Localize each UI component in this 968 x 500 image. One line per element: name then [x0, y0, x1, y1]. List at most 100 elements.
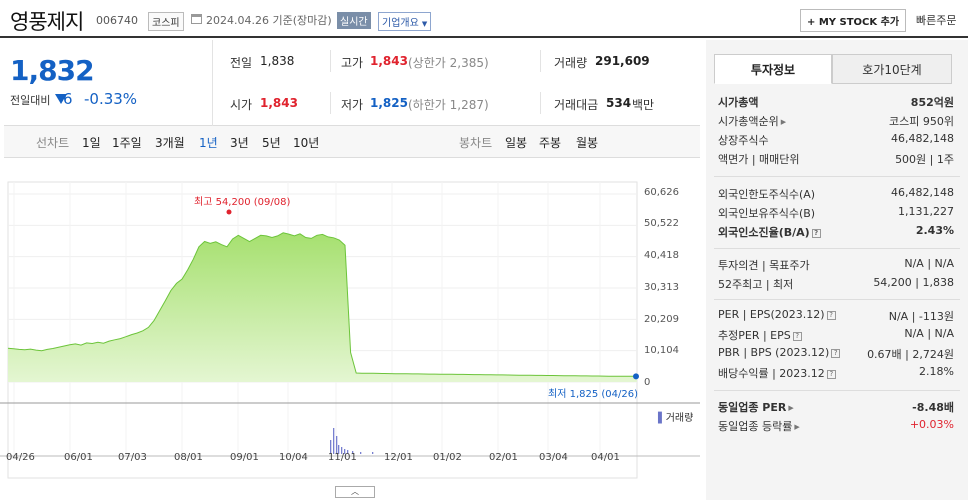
info-row: 외국인소진율(B/A)? 2.43%	[718, 224, 954, 239]
tab-1y[interactable]: 1년	[199, 136, 218, 150]
base-date: 2024.04.26 기준(장마감)	[206, 14, 332, 27]
x-tick: 02/01	[489, 452, 518, 463]
price-chart[interactable]	[0, 160, 700, 500]
x-tick: 11/01	[328, 452, 357, 463]
volume-bar	[341, 447, 343, 454]
tab-order-book[interactable]: 호가10단계	[832, 54, 952, 84]
help-icon[interactable]: ?	[826, 370, 836, 379]
high-value: 1,843	[370, 54, 408, 68]
chevron-down-icon: ▼	[421, 20, 428, 28]
tab-investment-info[interactable]: 투자정보	[714, 54, 832, 84]
candle-chart-label: 봉차트	[459, 136, 493, 150]
calendar-icon	[191, 14, 202, 24]
current-price: 1,832	[10, 54, 95, 87]
y-tick: 0	[644, 377, 651, 388]
x-tick: 06/01	[64, 452, 93, 463]
high-marker	[226, 209, 232, 215]
divider	[212, 40, 213, 126]
price-summary: 1,832 전일대비 6 -0.33% 전일 1,838 고가 1,843 (상…	[4, 40, 700, 126]
tab-3m[interactable]: 3개월	[155, 136, 185, 150]
volume-bar	[330, 440, 332, 454]
caret-right-icon: ▶	[780, 118, 787, 126]
caret-right-icon: ▶	[794, 423, 800, 431]
line-chart-label: 선차트	[36, 136, 70, 150]
tab-daily[interactable]: 일봉	[505, 136, 528, 150]
info-row: 배당수익률 | 2023.12? 2.18%	[718, 365, 954, 380]
trade-amount-unit: 백만	[632, 98, 655, 112]
x-tick: 03/04	[539, 452, 568, 463]
tab-1w[interactable]: 1주일	[112, 136, 142, 150]
x-tick: 07/03	[118, 452, 147, 463]
tab-10y[interactable]: 10년	[293, 136, 320, 150]
y-tick: 30,313	[644, 282, 679, 293]
section-divider	[714, 176, 960, 177]
tab-monthly[interactable]: 월봉	[576, 136, 599, 150]
low-marker	[633, 373, 639, 380]
company-name: 영풍제지	[10, 10, 84, 34]
y-tick: 20,209	[644, 314, 679, 325]
stock-header: 영풍제지 006740 코스피 2024.04.26 기준(장마감) 실시간 기…	[0, 0, 968, 38]
company-overview-dropdown[interactable]: 기업개요 ▼	[378, 12, 432, 31]
divider	[330, 92, 331, 114]
high-label: 고가	[341, 56, 364, 70]
help-icon[interactable]: ?	[826, 311, 836, 320]
low-value: 1,825	[370, 96, 408, 110]
volume-bar	[333, 428, 335, 454]
volume-bar	[360, 452, 362, 454]
volume-bar	[372, 452, 374, 454]
x-tick: 12/01	[384, 452, 413, 463]
volume-bar	[352, 451, 354, 454]
info-row[interactable]: 동일업종 PER ▶ -8.48배	[718, 401, 954, 414]
tab-3y[interactable]: 3년	[230, 136, 249, 150]
quick-order-link[interactable]: 빠른주문	[916, 14, 957, 27]
change-value: 6	[63, 90, 73, 108]
upper-limit: (상한가 2,385)	[408, 56, 489, 70]
x-tick: 04/26	[6, 452, 35, 463]
info-row: 시가총액 852억원	[718, 96, 954, 109]
y-tick: 40,418	[644, 250, 679, 261]
y-tick: 60,626	[644, 187, 679, 198]
open-label: 시가	[230, 98, 253, 112]
change-label: 전일대비	[10, 94, 51, 107]
section-divider	[714, 299, 960, 300]
help-icon[interactable]: ?	[792, 332, 802, 341]
info-row: 추정PER | EPS? N/A | N/A	[718, 327, 954, 342]
x-tick: 01/02	[433, 452, 462, 463]
divider	[330, 50, 331, 72]
chart-high-annotation: 최고 54,200 (09/08)	[194, 197, 291, 208]
collapse-chart-button[interactable]: ︿	[335, 486, 375, 498]
help-icon[interactable]: ?	[811, 229, 821, 238]
info-row[interactable]: 시가총액순위 ▶ 코스피 950위	[718, 115, 954, 128]
chevron-up-icon: ︿	[351, 487, 359, 496]
price-line	[7, 232, 637, 377]
volume-bar	[338, 445, 340, 454]
x-tick: 08/01	[174, 452, 203, 463]
prev-close-value: 1,838	[260, 54, 295, 68]
section-divider	[714, 390, 960, 391]
volume-legend: ▌거래량	[658, 413, 694, 424]
realtime-button[interactable]: 실시간	[337, 12, 371, 29]
open-value: 1,843	[260, 96, 298, 110]
trade-amount-value: 534	[606, 96, 632, 110]
chart-period-tabs: 선차트 1일 1주일 3개월 1년 3년 5년 10년 봉차트 일봉 주봉 월봉	[4, 126, 700, 158]
down-arrow-icon	[55, 94, 67, 104]
volume-value: 291,609	[595, 54, 650, 68]
y-tick: 50,522	[644, 218, 679, 229]
prev-close-label: 전일	[230, 56, 253, 70]
tab-5y[interactable]: 5년	[262, 136, 281, 150]
add-my-stock-button[interactable]: + MY STOCK 추가	[800, 9, 907, 32]
info-row: 외국인한도주식수(A) 46,482,148	[718, 186, 954, 201]
divider	[540, 50, 541, 72]
caret-right-icon: ▶	[788, 404, 794, 412]
help-icon[interactable]: ?	[831, 349, 841, 358]
info-row: PER | EPS(2023.12)? N/A | -113원	[718, 308, 954, 323]
section-divider	[714, 248, 960, 249]
tab-weekly[interactable]: 주봉	[539, 136, 562, 150]
tab-1d[interactable]: 1일	[82, 136, 101, 150]
info-row: 투자의견 | 목표주가 N/A | N/A	[718, 257, 954, 272]
info-row[interactable]: 동일업종 등락률 ▶ +0.03%	[718, 418, 954, 433]
volume-bar	[347, 450, 349, 454]
price-area	[8, 232, 637, 382]
stock-code: 006740	[96, 14, 138, 27]
trade-amount-label: 거래대금	[554, 98, 599, 112]
